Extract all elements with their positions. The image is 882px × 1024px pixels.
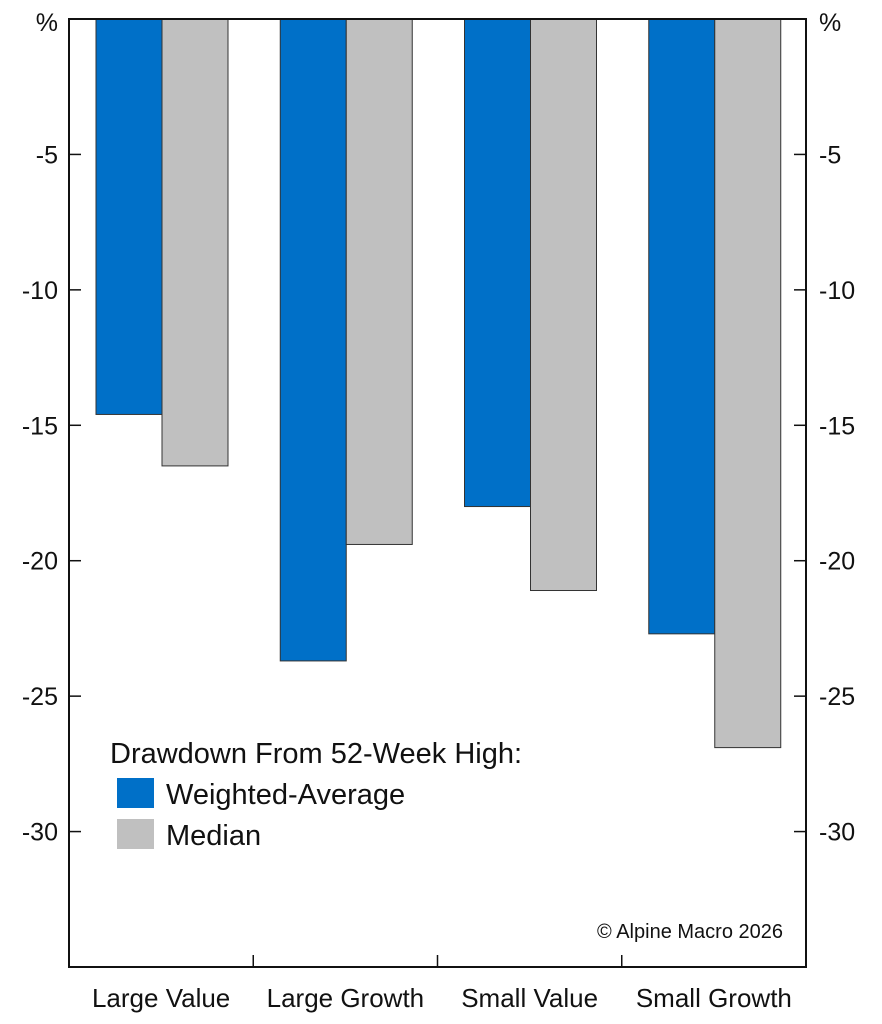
ytick-left-label: -10 <box>22 277 58 305</box>
ytick-left-label: -30 <box>22 819 58 847</box>
ytick-right-label: -30 <box>819 819 855 847</box>
ytick-right-label: -25 <box>819 683 855 711</box>
legend-swatch-weighted-average <box>117 778 154 808</box>
bar-weighted-average-large-value <box>95 18 163 415</box>
ytick-right-label: % <box>819 9 841 37</box>
category-labels-layer: Large Value Large Growth Small Value Small … <box>92 983 792 1013</box>
ytick-left-label: -25 <box>22 683 58 711</box>
ytick-left-label: % <box>36 9 58 37</box>
legend-swatch-median <box>117 819 154 849</box>
ytick-right-label: -5 <box>819 141 841 169</box>
bars-layer <box>95 18 782 749</box>
legend: Drawdown From 52-Week High: Weighted-Ave… <box>110 738 522 852</box>
bar-median-small-growth <box>714 18 782 749</box>
category-label-small-growth: Small Growth <box>636 983 792 1013</box>
ytick-right-label: -20 <box>819 548 855 576</box>
category-label-large-value: Large Value <box>92 983 230 1013</box>
legend-label-median: Median <box>166 820 261 852</box>
ytick-left-label: -5 <box>36 141 58 169</box>
bar-median-small-value <box>530 18 597 592</box>
ticks-layer: % % -5 -5 -10 -10 -15 -15 -20 -20 -25 -25 -30 -30 <box>22 9 855 967</box>
category-label-small-value: Small Value <box>461 983 598 1013</box>
ytick-left-label: -20 <box>22 548 58 576</box>
category-label-large-growth: Large Growth <box>267 983 425 1013</box>
legend-label-weighted-average: Weighted-Average <box>166 779 405 811</box>
bar-weighted-average-large-growth <box>279 18 347 662</box>
bar-median-large-growth <box>345 18 413 545</box>
bar-weighted-average-small-growth <box>648 18 716 635</box>
ytick-right-label: -10 <box>819 277 855 305</box>
bar-median-large-value <box>161 18 229 467</box>
legend-title: Drawdown From 52-Week High: <box>110 738 522 770</box>
ytick-right-label: -15 <box>819 412 855 440</box>
bar-weighted-average-small-value <box>464 18 531 508</box>
ytick-left-label: -15 <box>22 412 58 440</box>
copyright-text: © Alpine Macro 2026 <box>597 921 783 943</box>
